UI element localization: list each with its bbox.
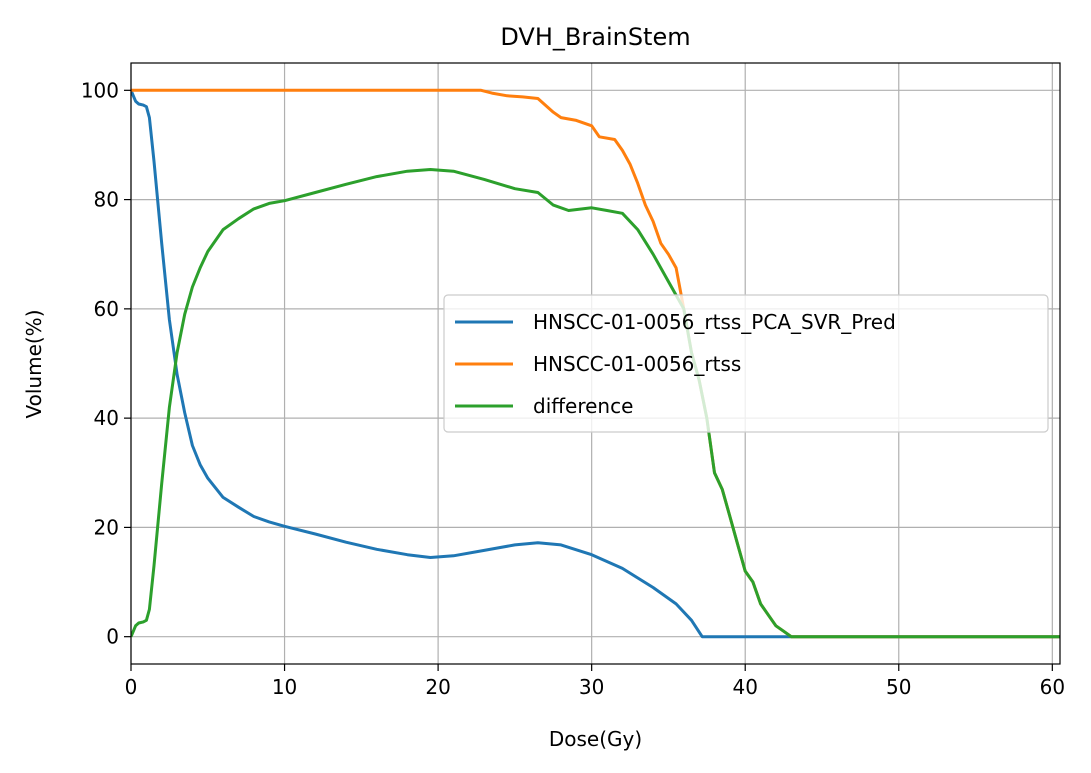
legend-label-2: difference: [533, 394, 633, 418]
chart-title: DVH_BrainStem: [500, 23, 690, 51]
plot-frame: [130, 62, 1061, 665]
x-tick-label: 50: [886, 675, 911, 699]
legend: HNSCC-01-0056_rtss_PCA_SVR_Pred HNSCC-01-…: [443, 294, 1049, 433]
y-tick-label: 0: [106, 625, 119, 649]
series-line-0: [131, 89, 1060, 639]
y-tick-label: 20: [94, 515, 119, 539]
y-tick-label: 60: [94, 297, 119, 321]
y-tick-label: 100: [81, 78, 119, 102]
y-tick-label: 80: [94, 188, 119, 212]
legend-label-1: HNSCC-01-0056_rtss: [533, 352, 741, 376]
x-tick-label: 30: [579, 675, 604, 699]
x-tick-label: 0: [125, 675, 138, 699]
y-axis-title: Volume(%): [22, 310, 46, 419]
plot-lines: [131, 88, 1060, 639]
legend-label-0: HNSCC-01-0056_rtss_PCA_SVR_Pred: [533, 310, 896, 334]
x-tick-label: 40: [732, 675, 757, 699]
x-axis-title: Dose(Gy): [549, 727, 642, 751]
series-line-2: [131, 168, 1060, 639]
x-tick-label: 60: [1040, 675, 1065, 699]
x-tick-label: 20: [425, 675, 450, 699]
x-tick-label: 10: [272, 675, 297, 699]
ticks: 0 10 20 30 40 50 60 0 20 40 60 80 100: [81, 78, 1065, 699]
legend-box: [443, 294, 1049, 433]
y-tick-label: 40: [94, 406, 119, 430]
